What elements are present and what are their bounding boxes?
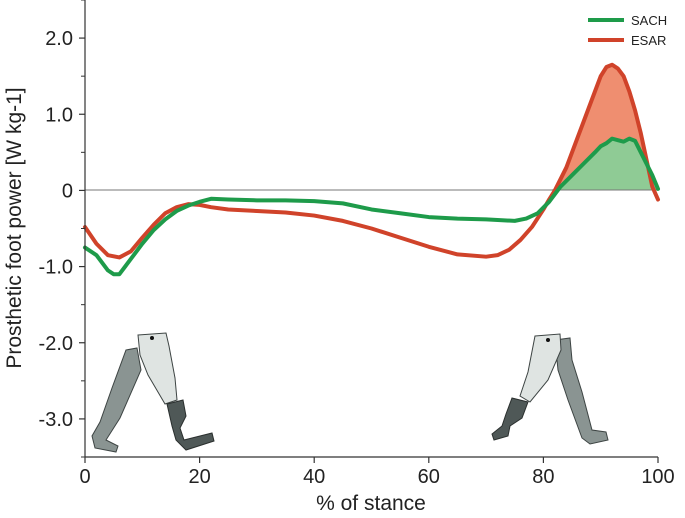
y-tick-label: -2.0 <box>39 333 73 355</box>
y-tick-label: 0 <box>62 180 73 202</box>
legend-label-sach: SACH <box>631 13 667 28</box>
x-tick-label: 40 <box>303 466 325 488</box>
x-axis-ticks: 0 20 40 60 80 100 <box>79 457 675 488</box>
legend: SACH ESAR <box>588 13 667 48</box>
area-fill-esar <box>85 64 658 191</box>
x-axis-title: % of stance <box>316 492 426 515</box>
positive-area-fills <box>85 64 658 191</box>
x-tick-label: 80 <box>532 466 554 488</box>
x-tick-label: 20 <box>188 466 210 488</box>
area-fill-sach <box>85 138 658 191</box>
series-line-esar <box>83 62 660 260</box>
gait-figure-late-stance <box>491 333 609 445</box>
y-axis-title: Prosthetic foot power [W kg-1] <box>3 87 26 368</box>
series-lines <box>83 62 660 277</box>
x-tick-label: 0 <box>79 466 90 488</box>
series-line-sach <box>83 136 660 277</box>
y-tick-label: 1.0 <box>45 104 73 126</box>
x-tick-label: 60 <box>418 466 440 488</box>
y-tick-label: -1.0 <box>39 257 73 279</box>
y-axis-ticks: 2.0 1.0 0 -1.0 -2.0 -3.0 <box>39 0 85 458</box>
x-tick-label: 100 <box>641 466 674 488</box>
y-tick-label: 2.0 <box>45 28 73 50</box>
legend-label-esar: ESAR <box>631 33 666 48</box>
gait-figure-early-stance <box>91 332 215 453</box>
y-tick-label: -3.0 <box>39 409 73 431</box>
